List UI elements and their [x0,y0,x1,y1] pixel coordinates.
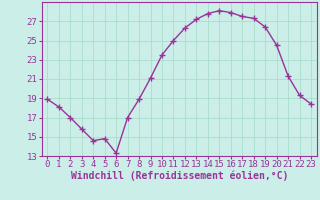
X-axis label: Windchill (Refroidissement éolien,°C): Windchill (Refroidissement éolien,°C) [70,171,288,181]
